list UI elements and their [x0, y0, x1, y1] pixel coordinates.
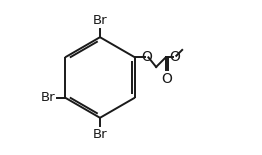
Text: Br: Br: [93, 128, 107, 141]
Text: O: O: [169, 50, 180, 64]
Text: O: O: [161, 72, 172, 86]
Text: Br: Br: [93, 14, 107, 27]
Text: O: O: [141, 50, 152, 64]
Text: Br: Br: [41, 91, 55, 104]
